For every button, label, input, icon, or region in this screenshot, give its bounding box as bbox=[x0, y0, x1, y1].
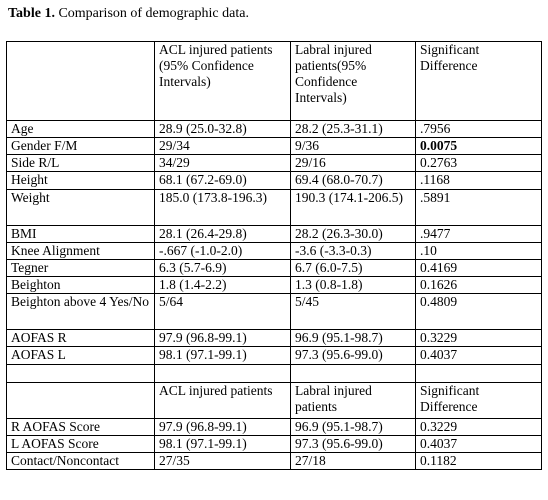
cell-measure: R AOFAS Score bbox=[6, 418, 155, 436]
table-row: Height 68.1 (67.2-69.0) 69.4 (68.0-70.7) .1… bbox=[6, 171, 542, 190]
cell-measure: AOFAS L bbox=[6, 346, 155, 365]
cell-labral: Labral injured patients(95% Confidence I… bbox=[290, 41, 416, 121]
cell-acl: 1.8 (1.4-2.2) bbox=[154, 276, 291, 294]
cell-significance: 0.2763 bbox=[415, 154, 542, 172]
cell-significance: 0.1182 bbox=[415, 452, 542, 470]
cell-labral: 1.3 (0.8-1.8) bbox=[290, 276, 416, 294]
cell-measure: Weight bbox=[6, 189, 155, 226]
cell-significance: 0.3229 bbox=[415, 418, 542, 436]
cell-significance: .7956 bbox=[415, 120, 542, 138]
cell-acl: ACL injured patients bbox=[154, 382, 291, 419]
cell-measure: Height bbox=[6, 171, 155, 190]
cell-labral: 190.3 (174.1-206.5) bbox=[290, 189, 416, 226]
table-row bbox=[6, 364, 542, 383]
demographic-table: ACL injured patients (95% Confidence Int… bbox=[6, 41, 542, 470]
table-body: ACL injured patients (95% Confidence Int… bbox=[6, 41, 542, 470]
cell-measure: Age bbox=[6, 120, 155, 138]
cell-labral: 29/16 bbox=[290, 154, 416, 172]
cell-measure: Beighton above 4 Yes/No bbox=[6, 293, 155, 330]
cell-acl: 97.9 (96.8-99.1) bbox=[154, 329, 291, 347]
table-row: Side R/L 34/29 29/16 0.2763 bbox=[6, 154, 542, 172]
cell-acl: 98.1 (97.1-99.1) bbox=[154, 435, 291, 453]
cell-significance: 0.0075 bbox=[415, 137, 542, 155]
cell-labral: Labral injured patients bbox=[290, 382, 416, 419]
cell-measure bbox=[6, 364, 155, 383]
caption-text: Comparison of demographic data. bbox=[54, 6, 249, 21]
table-row: Weight 185.0 (173.8-196.3) 190.3 (174.1-20… bbox=[6, 189, 542, 226]
cell-labral: 6.7 (6.0-7.5) bbox=[290, 259, 416, 277]
table-row: Beighton 1.8 (1.4-2.2) 1.3 (0.8-1.8) 0.1626 bbox=[6, 276, 542, 294]
table-row: Beighton above 4 Yes/No 5/64 5/45 0.4809 bbox=[6, 293, 542, 330]
table-row: BMI 28.1 (26.4-29.8) 28.2 (26.3-30.0) .9477 bbox=[6, 225, 542, 243]
cell-labral: 9/36 bbox=[290, 137, 416, 155]
cell-significance: Significant Difference bbox=[415, 382, 542, 419]
cell-measure: Beighton bbox=[6, 276, 155, 294]
cell-significance: Significant Difference bbox=[415, 41, 542, 121]
cell-acl: 6.3 (5.7-6.9) bbox=[154, 259, 291, 277]
cell-acl: ACL injured patients (95% Confidence Int… bbox=[154, 41, 291, 121]
cell-measure: Gender F/M bbox=[6, 137, 155, 155]
cell-acl: 27/35 bbox=[154, 452, 291, 470]
cell-acl: 185.0 (173.8-196.3) bbox=[154, 189, 291, 226]
cell-labral bbox=[290, 364, 416, 383]
cell-significance: 0.1626 bbox=[415, 276, 542, 294]
cell-acl: 97.9 (96.8-99.1) bbox=[154, 418, 291, 436]
cell-significance: 0.4037 bbox=[415, 435, 542, 453]
cell-acl: 28.9 (25.0-32.8) bbox=[154, 120, 291, 138]
cell-labral: 97.3 (95.6-99.0) bbox=[290, 435, 416, 453]
cell-acl: 68.1 (67.2-69.0) bbox=[154, 171, 291, 190]
caption-label: Table 1. bbox=[8, 6, 55, 21]
cell-measure bbox=[6, 382, 155, 419]
table-row: ACL injured patients (95% Confidence Int… bbox=[6, 41, 542, 121]
cell-labral: 96.9 (95.1-98.7) bbox=[290, 418, 416, 436]
cell-significance: .5891 bbox=[415, 189, 542, 226]
cell-labral: 96.9 (95.1-98.7) bbox=[290, 329, 416, 347]
cell-measure: Side R/L bbox=[6, 154, 155, 172]
cell-acl: -.667 (-1.0-2.0) bbox=[154, 242, 291, 260]
cell-acl: 28.1 (26.4-29.8) bbox=[154, 225, 291, 243]
cell-labral: 27/18 bbox=[290, 452, 416, 470]
cell-labral: 97.3 (95.6-99.0) bbox=[290, 346, 416, 365]
cell-measure: BMI bbox=[6, 225, 155, 243]
table-row: Tegner 6.3 (5.7-6.9) 6.7 (6.0-7.5) 0.4169 bbox=[6, 259, 542, 277]
cell-acl: 34/29 bbox=[154, 154, 291, 172]
cell-acl bbox=[154, 364, 291, 383]
table-row: L AOFAS Score 98.1 (97.1-99.1) 97.3 (95.6-… bbox=[6, 435, 542, 453]
cell-significance: 0.3229 bbox=[415, 329, 542, 347]
cell-measure: L AOFAS Score bbox=[6, 435, 155, 453]
cell-labral: -3.6 (-3.3-0.3) bbox=[290, 242, 416, 260]
cell-measure bbox=[6, 41, 155, 121]
cell-significance: .10 bbox=[415, 242, 542, 260]
cell-labral: 69.4 (68.0-70.7) bbox=[290, 171, 416, 190]
table-row: AOFAS R 97.9 (96.8-99.1) 96.9 (95.1-98.7) 0… bbox=[6, 329, 542, 347]
table-row: R AOFAS Score 97.9 (96.8-99.1) 96.9 (95.1-… bbox=[6, 418, 542, 436]
cell-measure: Knee Alignment bbox=[6, 242, 155, 260]
cell-significance: .9477 bbox=[415, 225, 542, 243]
cell-significance: 0.4809 bbox=[415, 293, 542, 330]
cell-labral: 5/45 bbox=[290, 293, 416, 330]
table-row: AOFAS L 98.1 (97.1-99.1) 97.3 (95.6-99.0) 0… bbox=[6, 346, 542, 365]
table-row: Contact/Noncontact 27/35 27/18 0.1182 bbox=[6, 452, 542, 470]
table-row: ACL injured patients Labral injured patie… bbox=[6, 382, 542, 419]
cell-labral: 28.2 (25.3-31.1) bbox=[290, 120, 416, 138]
table-row: Gender F/M 29/34 9/36 0.0075 bbox=[6, 137, 542, 155]
cell-significance: 0.4169 bbox=[415, 259, 542, 277]
cell-measure: AOFAS R bbox=[6, 329, 155, 347]
table-row: Knee Alignment -.667 (-1.0-2.0) -3.6 (-3.3… bbox=[6, 242, 542, 260]
table-row: Age 28.9 (25.0-32.8) 28.2 (25.3-31.1) .7956 bbox=[6, 120, 542, 138]
cell-acl: 29/34 bbox=[154, 137, 291, 155]
cell-measure: Tegner bbox=[6, 259, 155, 277]
cell-significance: .1168 bbox=[415, 171, 542, 190]
cell-significance: 0.4037 bbox=[415, 346, 542, 365]
cell-significance bbox=[415, 364, 542, 383]
table-caption: Table 1. Comparison of demographic data. bbox=[8, 5, 249, 23]
cell-acl: 98.1 (97.1-99.1) bbox=[154, 346, 291, 365]
cell-measure: Contact/Noncontact bbox=[6, 452, 155, 470]
cell-acl: 5/64 bbox=[154, 293, 291, 330]
cell-labral: 28.2 (26.3-30.0) bbox=[290, 225, 416, 243]
